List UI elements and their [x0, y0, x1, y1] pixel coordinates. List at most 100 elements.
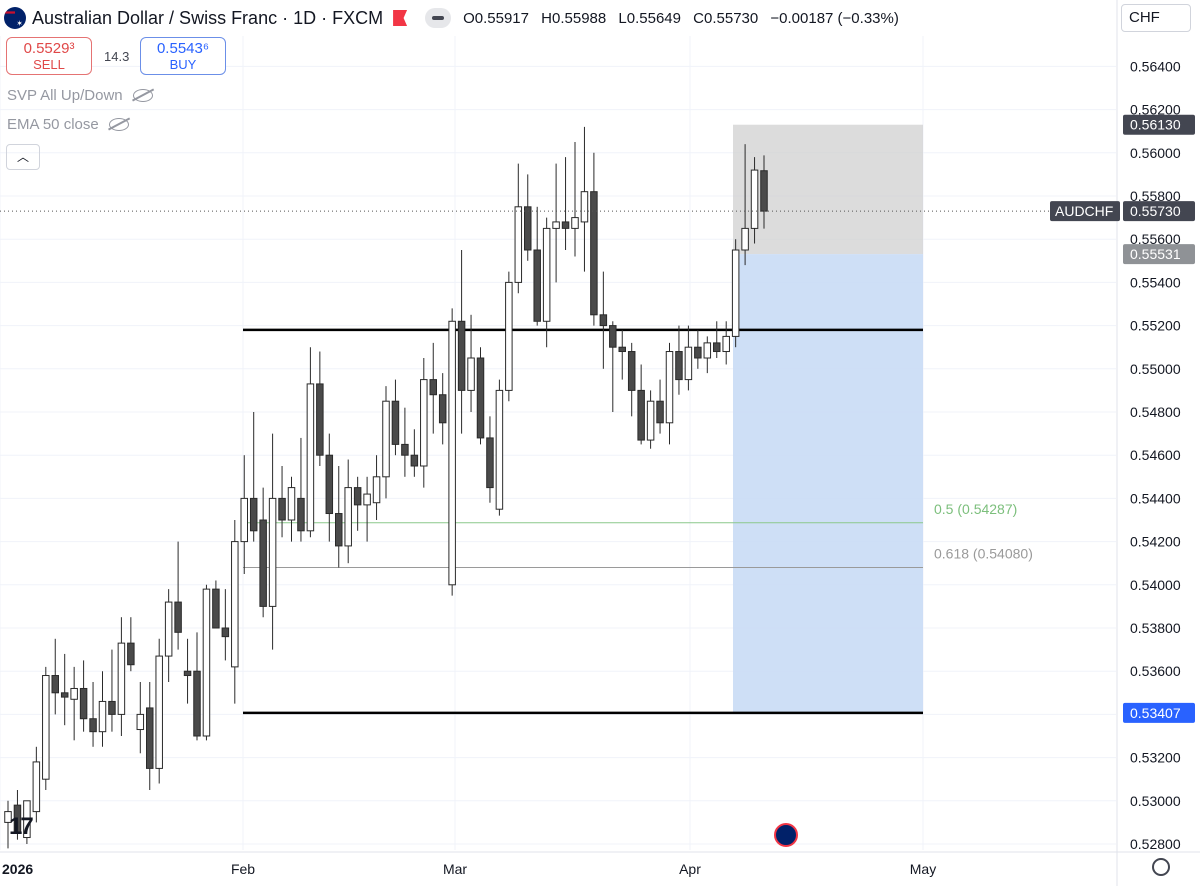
candle	[514, 206, 523, 283]
candle	[32, 761, 41, 813]
candle	[505, 281, 513, 391]
buy-button[interactable]: 0.5543⁶ BUY	[140, 37, 226, 75]
candle	[420, 379, 428, 467]
ohlc-legend: O0.55917 H0.55988 L0.55649 C0.55730 −0.0…	[463, 9, 899, 27]
price-tag-label: 0.56130	[1130, 117, 1181, 133]
market-flag-icon[interactable]	[393, 10, 408, 26]
price-tag-label: 0.53407	[1130, 705, 1181, 721]
candle	[70, 687, 78, 700]
y-tick-label: 0.55600	[1130, 231, 1181, 247]
price-tag	[1123, 244, 1195, 265]
market-status-icon	[425, 8, 452, 28]
candle	[259, 519, 267, 607]
indicator-ema[interactable]: EMA 50 close	[7, 116, 129, 133]
price-tag	[1123, 702, 1195, 723]
candle	[89, 718, 97, 733]
chevron-up-icon[interactable]: ︿	[6, 144, 40, 170]
x-tick-label: Feb	[231, 861, 255, 877]
spread-value: 14.3	[104, 49, 130, 64]
candle	[391, 400, 400, 445]
candle	[108, 700, 116, 715]
y-tick-label: 0.54000	[1130, 577, 1181, 593]
y-tick-label: 0.55400	[1130, 274, 1181, 290]
candle	[240, 497, 248, 543]
candle	[278, 497, 286, 521]
price-tag-label: 0.55730	[1130, 203, 1181, 219]
candle	[60, 692, 69, 698]
candle	[741, 227, 749, 251]
symbol-header: Australian Dollar / Swiss Franc · 1D · F…	[0, 0, 907, 36]
candle	[23, 800, 31, 839]
x-tick-label: 2026	[2, 861, 33, 877]
candle	[438, 394, 447, 424]
x-tick-label: Mar	[443, 861, 467, 877]
candle	[646, 400, 655, 441]
candle	[401, 443, 409, 456]
y-tick-label: 0.53200	[1130, 750, 1181, 766]
settings-icon[interactable]	[1152, 858, 1170, 876]
candle	[571, 217, 579, 229]
candle	[164, 601, 173, 657]
fib-label: 0.5 (0.54287)	[934, 501, 1017, 517]
candle	[590, 191, 598, 316]
candle	[79, 687, 88, 720]
candle	[694, 346, 702, 359]
candle	[656, 400, 664, 424]
currency-selector[interactable]: CHF	[1121, 4, 1191, 32]
candle	[713, 342, 721, 353]
eye-off-icon[interactable]	[108, 118, 129, 131]
symbol-title[interactable]: Australian Dollar / Swiss Franc · 1D · F…	[32, 7, 384, 28]
candle	[410, 454, 419, 467]
x-tick-label: May	[910, 861, 936, 877]
candle	[618, 346, 626, 353]
indicator-svp[interactable]: SVP All Up/Down	[7, 87, 153, 104]
candle	[363, 493, 371, 506]
tradingview-logo-icon[interactable]: 17	[9, 813, 34, 840]
candle	[372, 476, 381, 504]
candle	[51, 675, 59, 694]
candle	[202, 588, 211, 737]
candle	[467, 357, 475, 391]
candle	[344, 487, 352, 547]
candle	[542, 227, 551, 322]
price-tag	[1123, 114, 1195, 135]
price-tag-label: 0.55531	[1130, 246, 1181, 262]
y-tick-label: 0.55800	[1130, 188, 1181, 204]
candle	[486, 437, 494, 489]
candle	[495, 389, 504, 510]
y-tick-label: 0.53800	[1130, 620, 1181, 636]
candle	[637, 389, 645, 441]
candle	[13, 804, 22, 834]
fib-label: 0.618 (0.54080)	[934, 546, 1033, 562]
y-tick-label: 0.55200	[1130, 318, 1181, 334]
candle	[117, 642, 126, 715]
candle	[750, 169, 759, 229]
y-tick-label: 0.54400	[1130, 490, 1181, 506]
candle	[221, 627, 230, 638]
candle	[4, 811, 12, 823]
candle	[136, 713, 145, 731]
sell-button[interactable]: 0.5529³ SELL	[6, 37, 92, 75]
y-tick-label: 0.54600	[1130, 447, 1181, 463]
candle	[722, 335, 730, 353]
candle	[249, 497, 258, 532]
price-tag	[1123, 201, 1195, 222]
candle	[335, 513, 343, 547]
candle	[684, 346, 693, 381]
candle	[183, 670, 192, 677]
candle	[98, 700, 107, 733]
candle	[212, 588, 220, 629]
y-tick-label: 0.52800	[1130, 836, 1181, 852]
candle	[609, 325, 617, 348]
event-flag-icon[interactable]	[774, 823, 798, 847]
eye-off-icon[interactable]	[132, 89, 153, 102]
candle	[155, 655, 163, 769]
candle	[353, 487, 362, 506]
y-tick-label: 0.56400	[1130, 58, 1181, 74]
candle	[231, 541, 239, 668]
y-tick-label: 0.56200	[1130, 102, 1181, 118]
candle	[760, 170, 768, 212]
x-tick-label: Apr	[679, 861, 701, 877]
candle	[146, 707, 154, 769]
